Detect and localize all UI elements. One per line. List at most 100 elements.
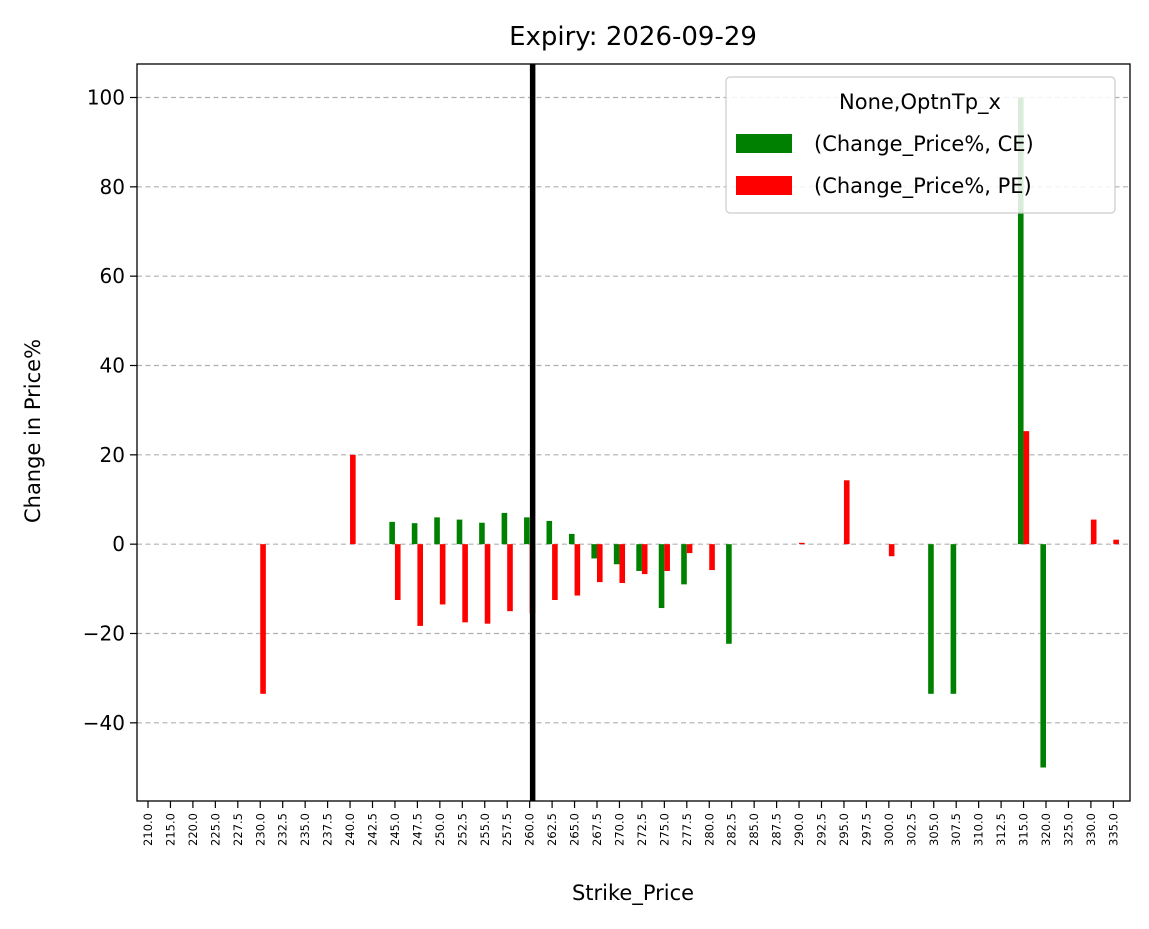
y-axis-ticks: 100 80 60 40 20 0 −20 −40 — [83, 86, 137, 735]
x-tick-label: 230.0 — [253, 813, 267, 846]
x-tick-label: 250.0 — [433, 813, 447, 846]
bar-pe-335.0 — [1113, 539, 1119, 545]
x-tick-label: 247.5 — [410, 813, 424, 846]
bar-ce-320.0 — [1040, 544, 1046, 768]
x-tick-label: 310.0 — [972, 813, 986, 846]
x-tick-label: 210.0 — [141, 813, 155, 846]
x-tick-label: 300.0 — [882, 813, 896, 846]
legend-swatch-ce — [736, 134, 792, 153]
x-tick-label: 277.5 — [680, 813, 694, 846]
x-tick-label: 240.0 — [343, 813, 357, 846]
bar-pe-250.0 — [439, 544, 446, 605]
x-tick-label: 282.5 — [725, 813, 739, 846]
bar-pe-230.0 — [260, 544, 266, 694]
x-tick-label: 265.0 — [568, 813, 582, 846]
y-tick-label: −40 — [83, 711, 125, 735]
bar-ce-250.0 — [434, 517, 440, 545]
x-tick-label: 237.5 — [321, 813, 335, 846]
legend: None,OptnTp_x (Change_Price%, CE) (Chang… — [725, 76, 1116, 214]
legend-label-pe: (Change_Price%, PE) — [814, 174, 1032, 199]
y-tick-label: 0 — [112, 532, 125, 556]
bar-ce-315.0 — [1017, 97, 1024, 545]
x-tick-label: 295.0 — [837, 813, 851, 846]
x-tick-label: 290.0 — [792, 813, 806, 846]
y-tick-label: 60 — [100, 264, 125, 288]
grid-lines — [137, 96, 1130, 724]
bar-pe-265.0 — [574, 544, 581, 596]
y-tick-label: 100 — [87, 86, 125, 110]
bar-ce-267.5 — [591, 544, 597, 559]
bar-ce-262.5 — [546, 520, 553, 545]
x-tick-label: 272.5 — [635, 813, 649, 846]
x-tick-label: 267.5 — [590, 813, 604, 846]
y-tick-label: 20 — [100, 443, 125, 467]
bar-ce-282.5 — [726, 544, 732, 644]
bar-pe-247.5 — [417, 544, 423, 626]
x-tick-label: 245.0 — [388, 813, 402, 846]
x-tick-label: 225.0 — [208, 813, 222, 846]
bar-pe-262.5 — [552, 544, 558, 600]
bar-pe-267.5 — [597, 544, 603, 583]
bar-pe-255.0 — [484, 544, 491, 624]
x-tick-label: 220.0 — [186, 813, 200, 846]
bar-ce-275.0 — [658, 544, 665, 609]
legend-swatch-pe — [736, 176, 792, 195]
x-tick-label: 252.5 — [455, 813, 469, 846]
bar-pe-330.0 — [1090, 519, 1097, 545]
bar-ce-307.5 — [950, 544, 957, 694]
x-tick-label: 330.0 — [1084, 813, 1098, 846]
chart-title: Expiry: 2026-09-29 — [509, 22, 757, 52]
x-axis-ticks: 210.0 215.0 220.0 225.0 227.5 230.0 232.5 235.0… — [141, 801, 1120, 846]
bar-pe-280.0 — [709, 544, 715, 571]
y-axis-label: Change in Price% — [21, 339, 45, 523]
bar-ce-260.0 — [524, 517, 530, 545]
bar-pe-277.5 — [686, 544, 693, 554]
bar-pe-252.5 — [462, 544, 468, 623]
bar-pe-290.0 — [799, 542, 805, 545]
bar-pe-295.0 — [843, 480, 850, 545]
bar-pe-245.0 — [394, 544, 401, 600]
x-tick-label: 302.5 — [904, 813, 918, 846]
bar-ce-270.0 — [613, 544, 620, 565]
legend-title: None,OptnTp_x — [839, 90, 1001, 115]
x-tick-label: 335.0 — [1106, 813, 1120, 846]
x-axis-label: Strike_Price — [572, 881, 694, 906]
x-tick-label: 305.0 — [927, 813, 941, 846]
x-tick-label: 280.0 — [702, 813, 716, 846]
x-tick-label: 235.0 — [298, 813, 312, 846]
plot-frame — [136, 63, 1131, 802]
x-tick-label: 262.5 — [545, 813, 559, 846]
bar-ce-265.0 — [568, 533, 575, 545]
bar-ce-252.5 — [456, 519, 463, 545]
x-tick-label: 242.5 — [366, 813, 380, 846]
x-tick-label: 270.0 — [612, 813, 626, 846]
bar-pe-272.5 — [641, 544, 648, 575]
bar-pe-257.5 — [507, 544, 513, 612]
bar-ce-245.0 — [389, 521, 395, 545]
y-tick-label: 80 — [100, 175, 125, 199]
bar-ce-255.0 — [479, 522, 485, 545]
x-tick-label: 227.5 — [231, 813, 245, 846]
bar-ce-305.0 — [928, 544, 934, 694]
bar-pe-240.0 — [350, 454, 356, 545]
bar-ce-257.5 — [501, 512, 508, 545]
bar-ce-247.5 — [411, 523, 418, 545]
x-tick-label: 232.5 — [276, 813, 290, 846]
x-tick-label: 325.0 — [1061, 813, 1075, 846]
y-tick-label: −20 — [83, 622, 125, 646]
legend-box — [725, 76, 1116, 214]
x-tick-label: 315.0 — [1017, 813, 1031, 846]
x-tick-label: 257.5 — [500, 813, 514, 846]
bars — [260, 97, 1119, 768]
y-tick-label: 40 — [100, 354, 125, 378]
x-tick-label: 297.5 — [859, 813, 873, 846]
bar-ce-277.5 — [681, 544, 687, 585]
x-tick-label: 255.0 — [478, 813, 492, 846]
x-tick-label: 307.5 — [949, 813, 963, 846]
bar-pe-275.0 — [664, 544, 670, 571]
x-tick-label: 312.5 — [994, 813, 1008, 846]
x-tick-label: 285.0 — [747, 813, 761, 846]
x-tick-label: 287.5 — [770, 813, 784, 846]
x-tick-label: 260.0 — [523, 813, 537, 846]
